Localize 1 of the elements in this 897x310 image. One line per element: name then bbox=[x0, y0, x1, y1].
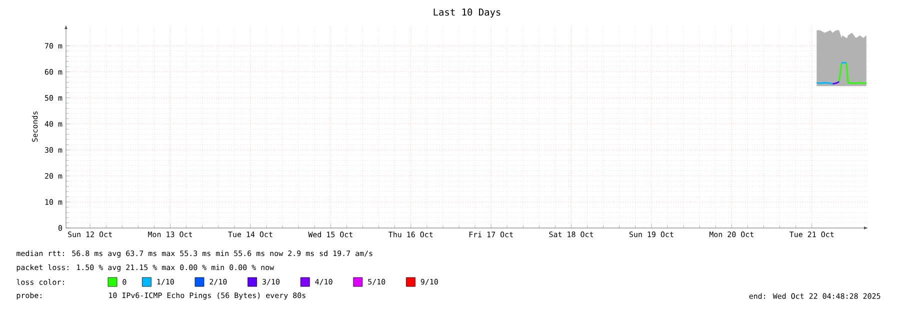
chart-title: Last 10 Days bbox=[434, 8, 500, 18]
